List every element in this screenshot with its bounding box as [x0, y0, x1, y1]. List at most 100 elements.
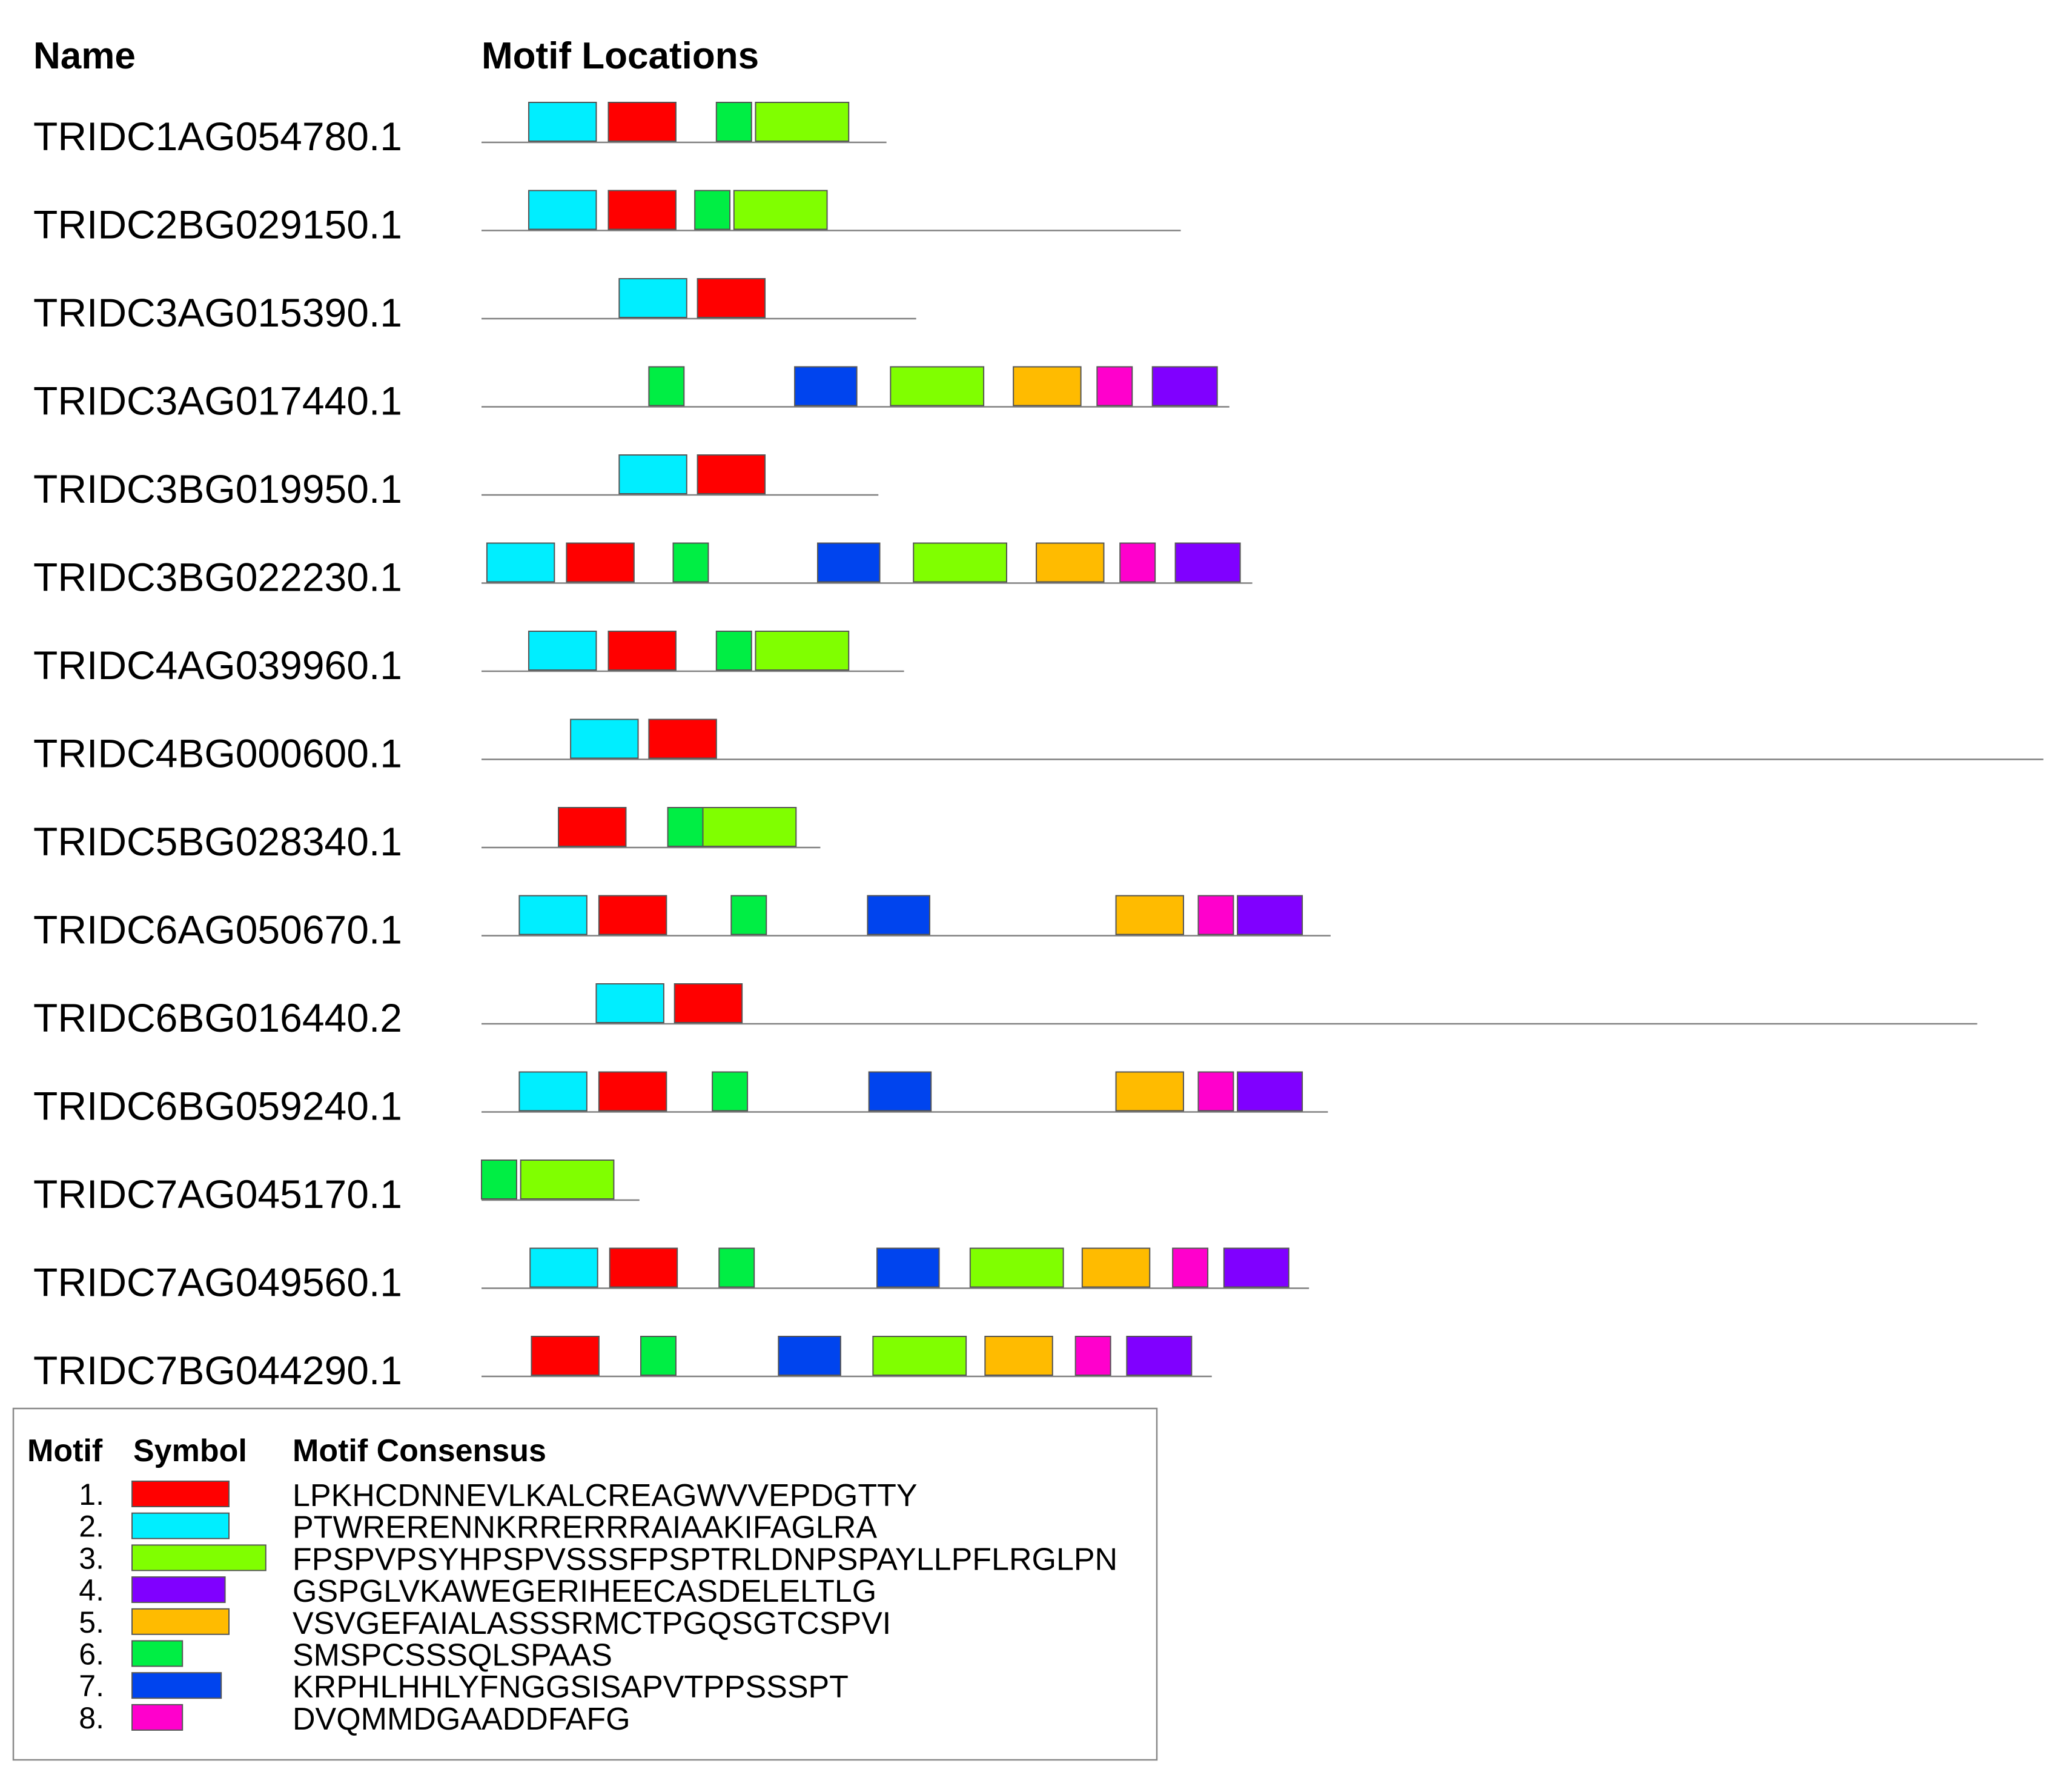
motif-1-block	[648, 718, 717, 759]
motif-4-block	[1237, 895, 1303, 935]
sequence-name: TRIDC3AG015390.1	[33, 290, 402, 335]
legend-rows: 1. LPKHCDNNEVLKALCREAGWVVEPDGTTY 2. PTWRERE…	[79, 1478, 1117, 1737]
motif-7-block	[794, 366, 858, 406]
motif-1-block	[674, 983, 743, 1023]
legend-motif-number: 1.	[79, 1478, 104, 1511]
legend-motif-number: 7.	[79, 1669, 104, 1703]
motif-7-block	[867, 895, 930, 935]
motif-2-block	[518, 1071, 588, 1112]
motif-6-block	[715, 631, 752, 671]
sequence-name: TRIDC1AG054780.1	[33, 114, 402, 159]
motif-1-block	[598, 895, 667, 935]
sequence-row: TRIDC3BG022230.1	[33, 542, 1253, 600]
motif-2-block	[618, 278, 687, 318]
legend-motif-number: 5.	[79, 1605, 104, 1639]
column-header-name: Name	[33, 35, 136, 77]
sequence-name: TRIDC6BG059240.1	[33, 1084, 402, 1129]
motif-1-block	[566, 542, 635, 583]
legend-consensus: VSVGEFAIALASSSRMCTPGQSGTCSPVI	[293, 1606, 891, 1641]
legend-consensus: GSPGLVKAWEGERIHEECASDELELTLG	[293, 1574, 876, 1609]
motif-2-block	[595, 983, 664, 1023]
sequence-name: TRIDC4BG000600.1	[33, 731, 402, 776]
legend-header-consensus: Motif Consensus	[293, 1433, 546, 1468]
motif-2-block	[528, 102, 597, 142]
motif-8-block	[1096, 366, 1133, 406]
sequence-row: TRIDC7BG044290.1	[33, 1336, 1212, 1393]
legend-symbol-8	[131, 1704, 184, 1731]
motif-5-block	[1115, 895, 1184, 935]
legend-row: 2. PTWRERENNKRRERRRAIAAKIFAGLRA	[79, 1510, 877, 1545]
motif-7-block	[778, 1336, 841, 1376]
motif-3-block	[520, 1160, 615, 1199]
legend-row: 4. GSPGLVKAWEGERIHEECASDELELTLG	[79, 1573, 876, 1609]
legend-motif-number: 6.	[79, 1637, 104, 1671]
sequence-tracks: TRIDC1AG054780.1 TRIDC2BG029150.1 TRIDC3AG…	[33, 102, 2044, 1393]
motif-3-block	[872, 1336, 967, 1376]
sequence-row: TRIDC4AG039960.1	[33, 631, 904, 688]
legend-symbol-3	[131, 1544, 266, 1571]
motif-6-block	[648, 366, 685, 406]
motif-1-block	[607, 190, 677, 230]
legend-consensus: SMSPCSSSQLSPAAS	[293, 1638, 612, 1673]
motif-3-block	[890, 366, 985, 406]
legend-motif-number: 4.	[79, 1573, 104, 1607]
motif-5-block	[1081, 1247, 1151, 1288]
sequence-row: TRIDC7AG045170.1	[33, 1160, 640, 1216]
motif-8-block	[1172, 1247, 1209, 1288]
motif-6-block	[730, 895, 767, 935]
motif-6-block	[718, 1247, 755, 1288]
motif-1-block	[607, 102, 677, 142]
motif-2-block	[528, 631, 597, 671]
legend-row: 6. SMSPCSSSQLSPAAS	[79, 1637, 612, 1673]
sequence-row: TRIDC2BG029150.1	[33, 190, 1181, 247]
motif-3-block	[733, 190, 828, 230]
motif-1-block	[607, 631, 677, 671]
motif-8-block	[1197, 895, 1234, 935]
legend-header-symbol: Symbol	[133, 1433, 247, 1468]
sequence-row: TRIDC4BG000600.1	[33, 718, 2044, 776]
legend-symbol-5	[131, 1608, 230, 1635]
sequence-name: TRIDC3AG017440.1	[33, 379, 402, 423]
motif-2-block	[486, 542, 555, 583]
legend-row: 8. DVQMMDGAADDFAFG	[79, 1701, 630, 1737]
sequence-name: TRIDC5BG028340.1	[33, 819, 402, 864]
legend-row: 5. VSVGEFAIALASSSRMCTPGQSGTCSPVI	[79, 1605, 891, 1641]
sequence-name: TRIDC7AG045170.1	[33, 1172, 402, 1216]
sequence-row: TRIDC6BG016440.2	[33, 983, 1978, 1040]
motif-3-block	[913, 542, 1008, 583]
motif-8-block	[1119, 542, 1156, 583]
legend-row: 7. KRPHLHHLYFNGGSISAPVTPPSSSPT	[79, 1669, 849, 1705]
motif-1-block	[609, 1247, 678, 1288]
sequence-name: TRIDC6AG050670.1	[33, 907, 402, 952]
legend-motif-number: 3.	[79, 1541, 104, 1575]
motif-6-block	[481, 1160, 517, 1199]
sequence-name: TRIDC6BG016440.2	[33, 995, 402, 1040]
motif-5-block	[984, 1336, 1053, 1376]
motif-4-block	[1237, 1071, 1303, 1112]
motif-6-block	[672, 542, 709, 583]
motif-2-block	[529, 1247, 598, 1288]
legend-consensus: FPSPVPSYHPSPVSSSFPSPTRLDNPSPAYLLPFLRGLPN	[293, 1542, 1117, 1577]
legend-motif-number: 2.	[79, 1510, 104, 1544]
column-header-motif-locations: Motif Locations	[482, 35, 759, 77]
motif-5-block	[1115, 1071, 1184, 1112]
sequence-name: TRIDC7BG044290.1	[33, 1348, 402, 1393]
motif-6-block	[715, 102, 752, 142]
sequence-row: TRIDC3AG015390.1	[33, 278, 916, 335]
motif-1-block	[558, 807, 627, 847]
motif-5-block	[1013, 366, 1082, 406]
sequence-row: TRIDC7AG049560.1	[33, 1247, 1309, 1305]
legend-symbol-1	[131, 1481, 230, 1507]
legend-consensus: KRPHLHHLYFNGGSISAPVTPPSSSPT	[293, 1670, 849, 1705]
motif-2-block	[528, 190, 597, 230]
motif-2-block	[570, 718, 639, 759]
legend-symbol-2	[131, 1512, 230, 1539]
sequence-row: TRIDC3BG019950.1	[33, 454, 879, 511]
motif-6-block	[640, 1336, 677, 1376]
legend-motif-number: 8.	[79, 1701, 104, 1735]
motif-8-block	[1197, 1071, 1234, 1112]
sequence-name: TRIDC7AG049560.1	[33, 1260, 402, 1305]
legend-row: 3. FPSPVPSYHPSPVSSSFPSPTRLDNPSPAYLLPFLRGL…	[79, 1541, 1117, 1577]
sequence-row: TRIDC3AG017440.1	[33, 366, 1230, 423]
